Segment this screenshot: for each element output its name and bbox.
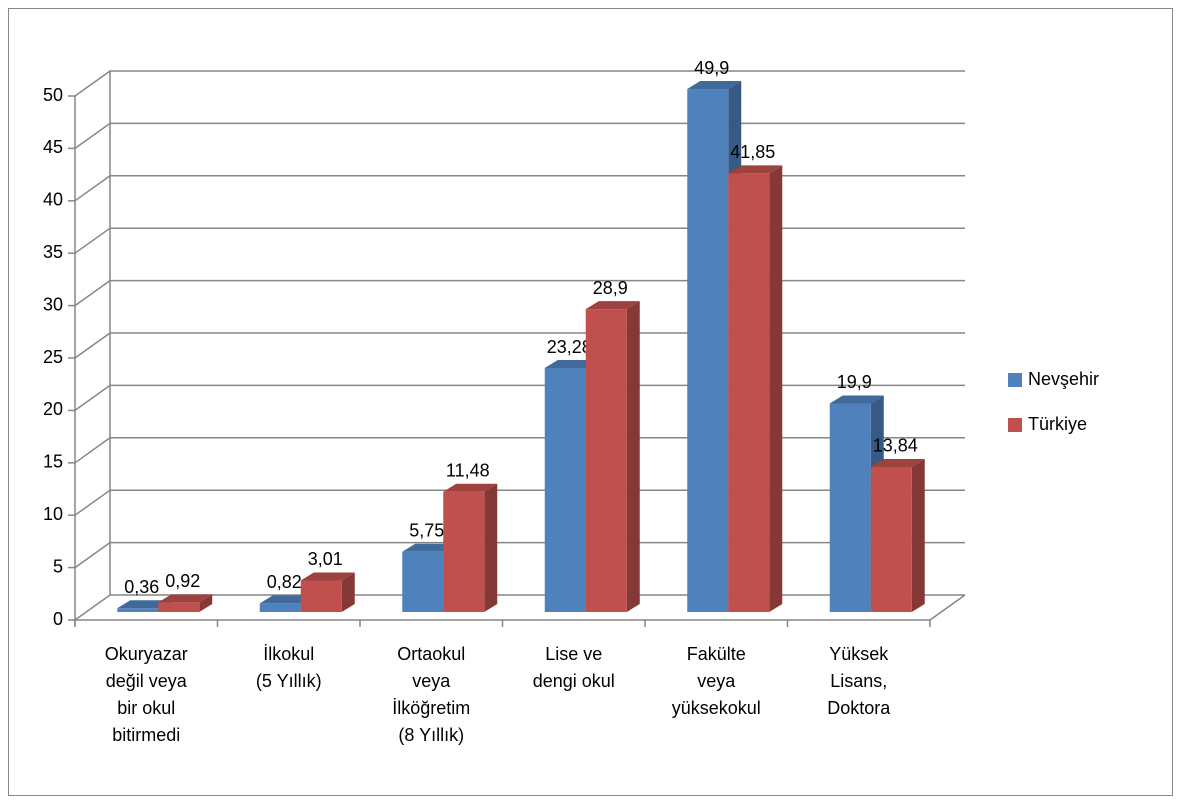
y-tick-label: 45 [43, 137, 63, 157]
grid-line [74, 489, 965, 516]
bar-top [259, 595, 314, 604]
y-tick-label: 20 [43, 399, 63, 419]
y-tick-label: 0 [53, 609, 63, 629]
x-tick-label: veya [697, 671, 736, 691]
bar-front [300, 580, 342, 612]
bar-side [199, 594, 213, 612]
bar [585, 301, 640, 612]
grid-line [74, 122, 965, 150]
bar-top [402, 543, 457, 552]
bar-front [829, 403, 871, 612]
bar-top [443, 483, 498, 492]
legend-swatch [1008, 418, 1022, 432]
grid-line [74, 541, 965, 569]
x-tick-label: Ortaokul [397, 644, 465, 664]
bar-top [585, 301, 640, 310]
bar [300, 572, 355, 612]
bar-top [829, 395, 884, 404]
bar-front [117, 608, 159, 612]
bar-side [626, 301, 640, 612]
y-tick-label: 5 [53, 556, 63, 576]
x-tick-label: Okuryazar [105, 644, 188, 664]
bar-top [158, 594, 213, 603]
x-tick-label: bitirmedi [112, 725, 180, 745]
value-label: 13,84 [873, 436, 918, 456]
x-tick-label: (5 Yıllık) [256, 671, 322, 691]
bar-top [728, 165, 783, 174]
bar-side [341, 572, 355, 612]
bar-top [117, 600, 172, 609]
x-tick-label: Yüksek [829, 644, 889, 664]
bar-front [728, 173, 770, 613]
value-label: 0,82 [267, 572, 302, 592]
value-label: 11,48 [446, 460, 490, 480]
y-tick-label: 50 [43, 85, 63, 105]
grid-line [74, 279, 965, 307]
value-label: 49,9 [694, 58, 729, 78]
bar-front [158, 602, 200, 612]
bar [728, 165, 783, 613]
value-label: 3,01 [308, 549, 343, 569]
bar-front [259, 603, 301, 612]
x-tick-label: Doktora [827, 698, 891, 718]
grid-line [74, 384, 965, 412]
bar-top [544, 360, 599, 369]
value-label: 41,85 [730, 142, 775, 162]
grid-line [74, 175, 965, 202]
x-tick-label: İlkokul [263, 644, 314, 664]
value-label: 0,36 [124, 577, 159, 597]
x-tick-label: veya [412, 671, 451, 691]
bar-side [484, 483, 498, 612]
x-tick-label: İlköğretim [392, 698, 470, 718]
y-tick-label: 25 [43, 347, 63, 367]
bar-front [870, 466, 912, 612]
grid-line [74, 332, 965, 359]
x-tick-label: dengi okul [533, 671, 615, 691]
y-tick-label: 10 [43, 504, 63, 524]
bar-side [769, 165, 783, 613]
bar-front [687, 89, 729, 613]
bar-front [402, 551, 444, 612]
bar [870, 458, 925, 612]
grid-line [74, 227, 965, 254]
x-tick-label: yüksekokul [672, 698, 761, 718]
bar-top [300, 572, 355, 581]
legend-label: Türkiye [1028, 414, 1087, 434]
bar-side [911, 458, 925, 612]
y-tick-label: 35 [43, 242, 63, 262]
value-label: 5,75 [409, 520, 444, 540]
value-label: 19,9 [837, 372, 872, 392]
x-tick-label: Lisans, [830, 671, 887, 691]
legend-swatch [1008, 373, 1022, 387]
bar-front [443, 491, 485, 612]
x-tick-label: bir okul [117, 698, 175, 718]
grid-line [74, 70, 965, 97]
legend-label: Nevşehir [1028, 369, 1099, 389]
x-tick-label: (8 Yıllık) [398, 725, 464, 745]
y-tick-label: 30 [43, 294, 63, 314]
bar-front [544, 368, 586, 612]
x-tick-label: Lise ve [545, 644, 602, 664]
value-label: 23,28 [547, 337, 592, 357]
value-label: 0,92 [165, 571, 200, 591]
bar [443, 483, 498, 612]
bar [829, 395, 884, 612]
bar-top [870, 458, 925, 467]
grid-line [74, 594, 965, 621]
bar-front [585, 309, 627, 612]
bar-top [687, 81, 742, 90]
x-tick-label: Fakülte [687, 644, 746, 664]
grid-line [74, 437, 965, 464]
y-tick-label: 15 [43, 452, 63, 472]
x-tick-label: değil veya [106, 671, 188, 691]
bar [158, 594, 213, 612]
y-tick-label: 40 [43, 190, 63, 210]
value-label: 28,9 [593, 278, 628, 298]
